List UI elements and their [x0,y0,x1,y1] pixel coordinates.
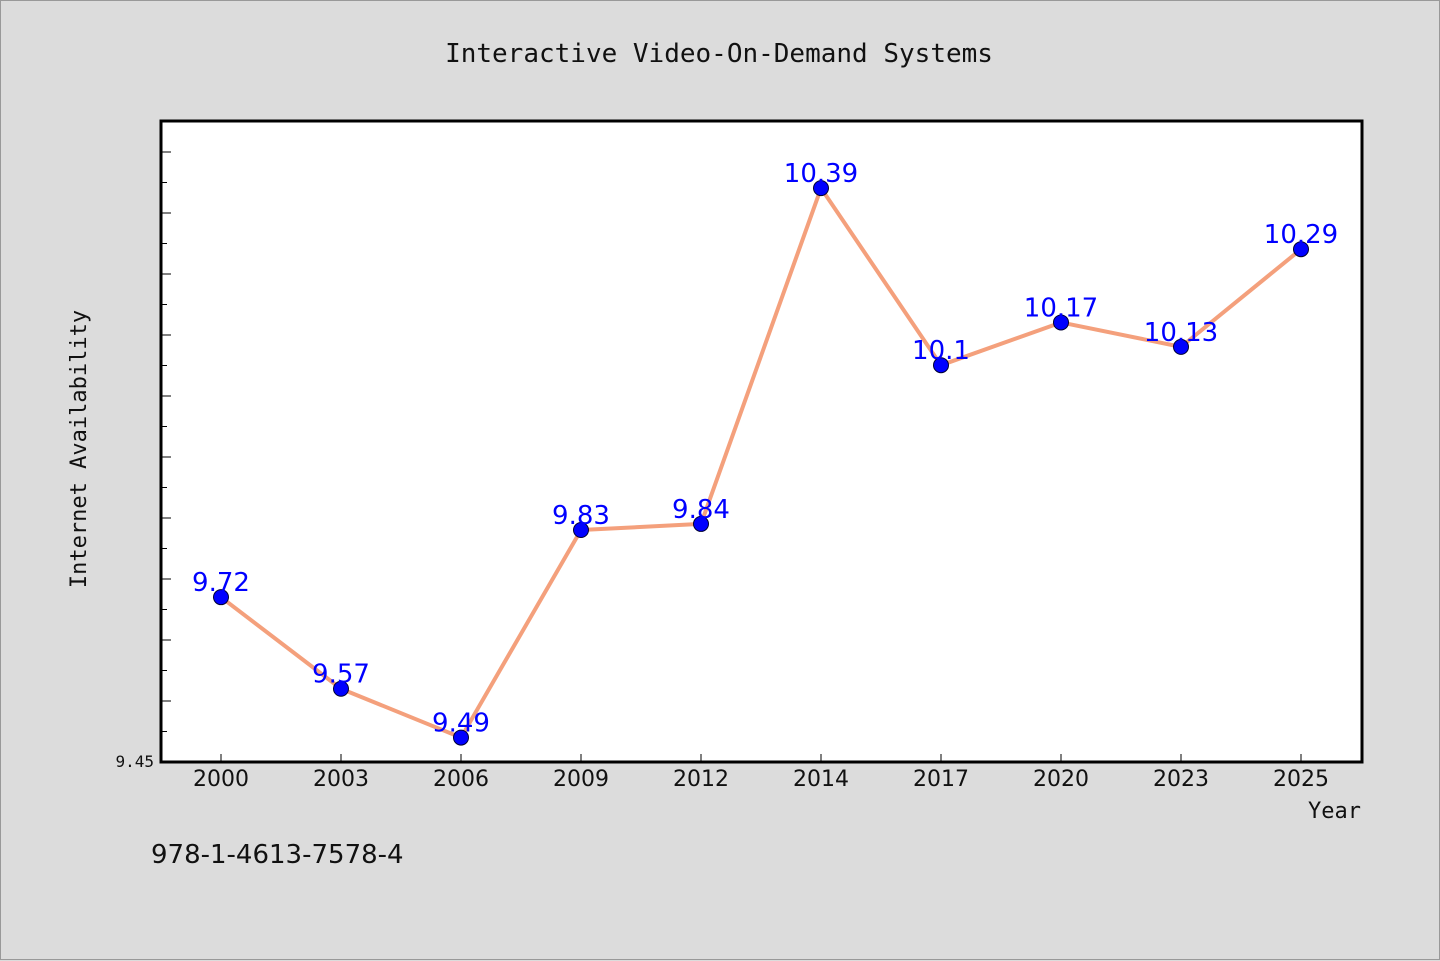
series-markers [213,180,1309,746]
data-point [1053,314,1069,331]
data-label: 9.49 [432,709,490,739]
data-label: 10.13 [1144,318,1218,348]
x-tick-label: 2017 [913,767,969,792]
data-point [333,680,349,697]
data-label: 10.29 [1264,220,1338,250]
series-line [219,186,1303,740]
y-axis-label: Internet Availability [67,310,92,588]
data-point [693,515,709,532]
plot-area [161,121,1362,762]
data-point [1173,338,1189,355]
x-axis-label: Year [1308,799,1361,824]
x-tick-label: 2020 [1033,767,1089,792]
data-label: 10.1 [912,336,970,366]
data-point [213,589,229,606]
data-point [453,729,469,746]
data-point [1293,241,1309,258]
x-tick-label: 2003 [313,767,369,792]
data-label: 10.17 [1024,293,1098,323]
y-tick-labels: 9.45 [115,752,154,771]
x-tick-label: 2012 [673,767,729,792]
data-label: 9.83 [552,501,610,531]
x-tick-label: 2014 [793,767,849,792]
y-tick-label: 9.45 [115,752,154,771]
data-label: 9.72 [192,568,250,598]
x-tick-label: 2009 [553,767,609,792]
plot-border [159,119,1364,764]
data-point [933,357,949,374]
x-tick-label: 2000 [193,767,249,792]
data-point [573,522,589,539]
x-tick-label: 2025 [1273,767,1329,792]
x-tick-label: 2023 [1153,767,1209,792]
x-tick-label: 2006 [433,767,489,792]
isbn-text: 978-1-4613-7578-4 [151,840,404,870]
data-label: 10.39 [784,159,858,189]
data-label: 9.57 [312,660,370,690]
data-label: 9.84 [672,495,730,525]
chart-title: Interactive Video-On-Demand Systems [445,39,993,69]
x-tick-labels: 2000 2003 2006 2009 2012 2014 2017 2020 2023 2025 [193,767,1329,792]
data-labels: 9.72 9.57 9.49 9.83 9.84 10.39 10.1 10.17 10.13 1… [192,159,1338,738]
data-point [813,180,829,197]
